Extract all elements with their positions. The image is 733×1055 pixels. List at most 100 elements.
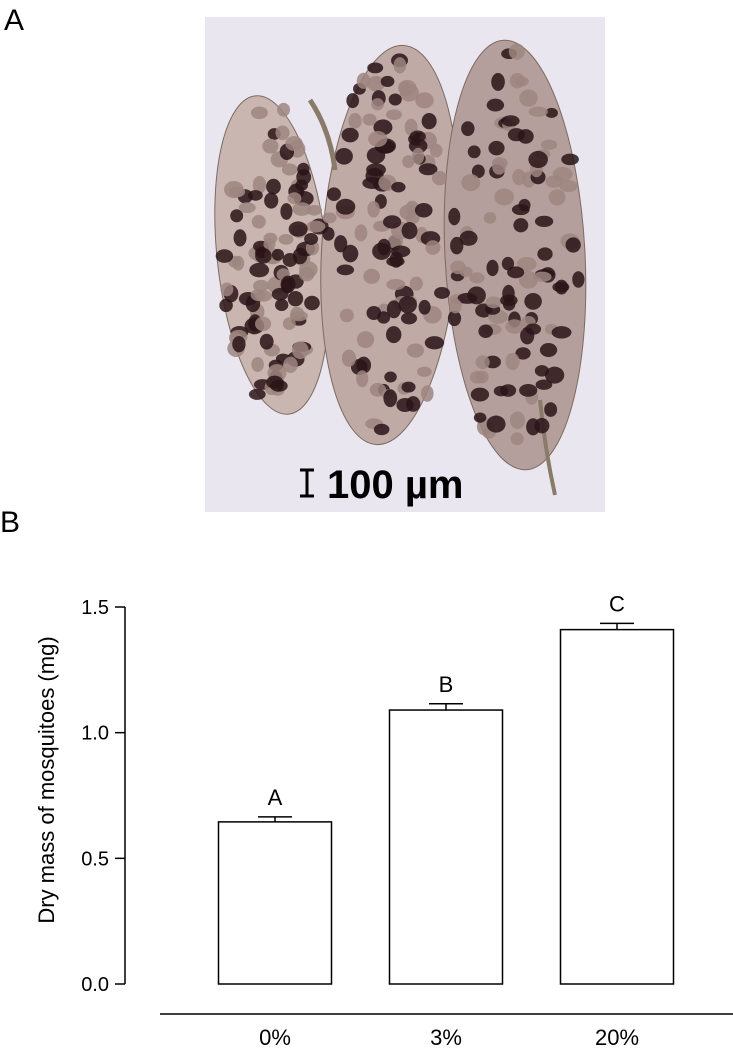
egg <box>408 138 428 154</box>
egg <box>434 286 450 299</box>
scale-bar <box>300 468 314 498</box>
egg <box>252 279 270 292</box>
egg <box>526 418 540 436</box>
egg <box>281 163 298 176</box>
egg <box>545 107 558 119</box>
egg <box>507 266 525 279</box>
egg <box>383 215 402 229</box>
egg <box>475 370 489 384</box>
egg <box>572 271 585 288</box>
egg <box>545 175 564 188</box>
egg <box>518 198 531 212</box>
egg <box>249 262 270 278</box>
egg <box>282 317 296 330</box>
egg <box>356 331 375 349</box>
egg <box>287 192 302 205</box>
egg <box>288 221 308 237</box>
egg <box>524 292 542 310</box>
egg <box>305 220 326 233</box>
egg <box>296 169 312 186</box>
egg <box>448 207 461 226</box>
egg <box>459 230 478 246</box>
egg <box>412 147 425 165</box>
egg <box>335 147 353 165</box>
egg <box>285 136 303 151</box>
egg <box>409 276 423 291</box>
egg <box>391 181 406 193</box>
egg <box>421 112 437 130</box>
egg <box>322 227 335 241</box>
egg <box>396 397 414 412</box>
egg <box>415 92 434 109</box>
egg <box>263 238 276 250</box>
egg <box>492 159 506 175</box>
egg <box>449 298 462 314</box>
egg <box>548 189 566 206</box>
egg <box>544 366 565 384</box>
egg <box>398 81 412 97</box>
x-tick-label: 3% <box>430 1025 462 1050</box>
egg <box>371 98 384 111</box>
egg <box>336 264 355 276</box>
error-bar <box>600 622 634 630</box>
egg <box>220 282 234 297</box>
egg <box>366 305 382 321</box>
egg <box>515 347 531 360</box>
egg <box>450 236 464 255</box>
egg <box>373 423 390 436</box>
egg <box>385 109 403 120</box>
egg <box>383 389 398 408</box>
egg <box>405 212 420 225</box>
egg <box>402 155 415 169</box>
egg <box>238 202 256 214</box>
egg <box>519 384 538 397</box>
egg <box>254 290 273 302</box>
egg <box>532 271 552 283</box>
egg <box>266 375 284 389</box>
egg <box>540 139 558 150</box>
egg <box>366 147 386 164</box>
egg <box>291 341 309 360</box>
scale-bar-label: 100 µm <box>327 463 463 507</box>
error-bar <box>429 703 463 711</box>
micrograph: 100 µm <box>205 17 605 512</box>
egg <box>298 266 315 282</box>
egg <box>425 240 441 255</box>
egg <box>535 379 553 390</box>
egg <box>271 287 289 301</box>
egg <box>251 214 266 229</box>
egg <box>486 415 506 433</box>
egg <box>473 412 487 423</box>
egg <box>528 106 548 117</box>
egg <box>387 234 404 249</box>
egg <box>459 266 473 278</box>
egg <box>418 163 438 176</box>
egg <box>485 296 502 309</box>
x-tick-label: 0% <box>259 1025 291 1050</box>
egg <box>429 143 443 158</box>
egg <box>406 343 425 358</box>
egg <box>348 113 362 129</box>
egg <box>385 326 402 344</box>
egg <box>431 171 448 186</box>
egg <box>230 209 244 223</box>
egg <box>500 294 518 307</box>
egg <box>537 247 553 261</box>
egg <box>384 371 397 383</box>
egg <box>287 290 304 307</box>
egg <box>362 113 377 126</box>
egg <box>525 323 542 335</box>
egg <box>393 57 407 74</box>
egg <box>461 121 475 137</box>
egg <box>486 259 499 277</box>
egg <box>398 295 417 314</box>
egg <box>500 384 517 397</box>
egg <box>368 130 388 147</box>
egg <box>544 402 558 417</box>
egg <box>304 233 319 245</box>
egg <box>475 355 490 370</box>
egg <box>275 125 290 141</box>
egg <box>501 115 520 127</box>
egg <box>401 381 416 393</box>
